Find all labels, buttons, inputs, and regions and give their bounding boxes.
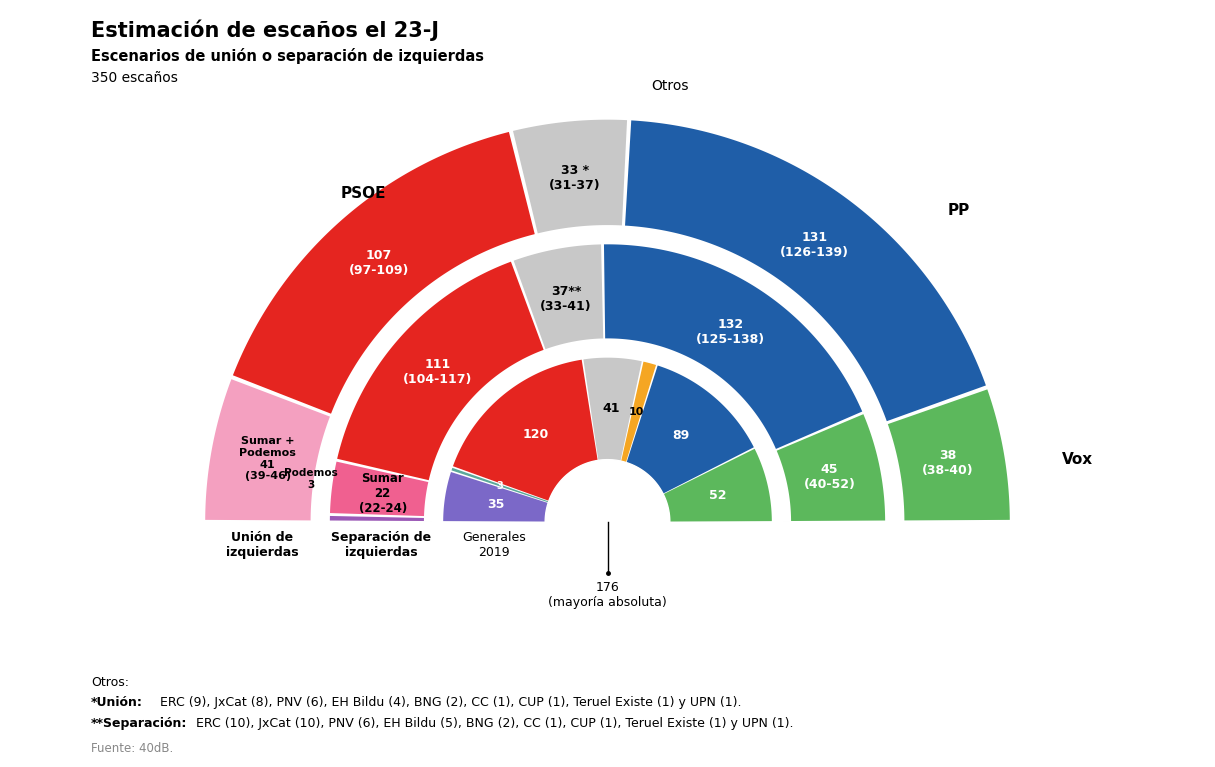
Text: Separación de
izquierdas: Separación de izquierdas [330, 531, 431, 559]
Polygon shape [604, 245, 863, 452]
Polygon shape [583, 357, 642, 461]
Text: 35: 35 [487, 498, 504, 511]
Text: 41: 41 [603, 402, 620, 415]
Polygon shape [337, 262, 547, 482]
Polygon shape [453, 360, 598, 501]
Polygon shape [663, 449, 772, 522]
Text: PP: PP [948, 202, 970, 218]
Text: 111
(104-117): 111 (104-117) [403, 358, 473, 386]
Text: Otros: Otros [651, 79, 689, 93]
Text: 37**
(33-41): 37** (33-41) [541, 285, 592, 313]
Polygon shape [97, 522, 1118, 749]
Polygon shape [627, 366, 753, 494]
Text: 33 *
(31-37): 33 * (31-37) [549, 164, 600, 192]
Text: ERC (9), JxCat (8), PNV (6), EH Bildu (4), BNG (2), CC (1), CUP (1), Teruel Exis: ERC (9), JxCat (8), PNV (6), EH Bildu (4… [156, 696, 741, 709]
Text: Podemos
3: Podemos 3 [284, 468, 338, 489]
Text: Fuente: 40dB.: Fuente: 40dB. [91, 742, 174, 755]
Text: Otros:: Otros: [91, 676, 129, 690]
Text: 38
(38-40): 38 (38-40) [922, 449, 974, 477]
Polygon shape [311, 225, 904, 522]
Text: PSOE: PSOE [341, 186, 386, 201]
Text: 176
(mayoría absoluta): 176 (mayoría absoluta) [548, 581, 667, 609]
Text: 120: 120 [522, 428, 548, 441]
Polygon shape [514, 245, 604, 357]
Polygon shape [769, 414, 886, 521]
Polygon shape [329, 516, 431, 521]
Polygon shape [546, 459, 669, 522]
Polygon shape [513, 120, 627, 241]
Text: Generales
2019: Generales 2019 [462, 531, 526, 559]
Text: Unión de
izquierdas: Unión de izquierdas [226, 531, 298, 559]
Text: Sumar
22
(22-24): Sumar 22 (22-24) [358, 472, 407, 515]
Text: Escenarios de unión o separación de izquierdas: Escenarios de unión o separación de izqu… [91, 48, 484, 64]
Text: 131
(126-139): 131 (126-139) [780, 231, 849, 259]
Text: *Unión:: *Unión: [91, 696, 143, 709]
Text: 89: 89 [672, 430, 690, 442]
Polygon shape [881, 390, 1010, 521]
Text: Vox: Vox [1062, 453, 1094, 467]
Text: 107
(97-109): 107 (97-109) [349, 249, 409, 277]
Text: 10: 10 [629, 407, 644, 417]
Polygon shape [205, 379, 338, 521]
Text: **Separación:: **Separación: [91, 717, 187, 730]
Text: 45
(40-52): 45 (40-52) [803, 463, 855, 491]
Text: Sumar +
Podemos
41
(39-46): Sumar + Podemos 41 (39-46) [239, 436, 296, 481]
Text: 350 escaños: 350 escaños [91, 71, 179, 84]
Polygon shape [621, 362, 656, 463]
Text: 132
(125-138): 132 (125-138) [696, 318, 765, 346]
Text: 52: 52 [710, 489, 727, 502]
Polygon shape [625, 120, 985, 424]
Polygon shape [330, 462, 436, 516]
Text: Estimación de escaños el 23-J: Estimación de escaños el 23-J [91, 19, 439, 41]
Text: ERC (10), JxCat (10), PNV (6), EH Bildu (5), BNG (2), CC (1), CUP (1), Teruel Ex: ERC (10), JxCat (10), PNV (6), EH Bildu … [192, 717, 793, 730]
Polygon shape [443, 472, 548, 522]
Polygon shape [452, 468, 549, 502]
Polygon shape [233, 132, 537, 416]
Text: 3: 3 [497, 480, 503, 491]
Polygon shape [424, 338, 791, 522]
